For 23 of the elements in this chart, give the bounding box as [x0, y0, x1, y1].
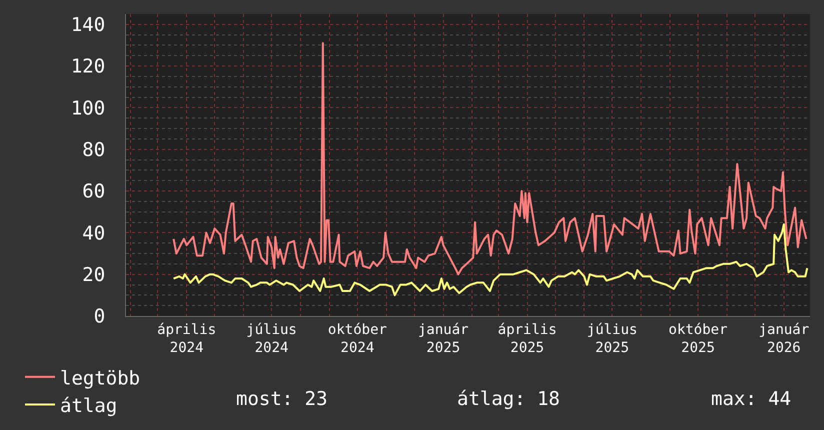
text: átlag: 18	[457, 388, 560, 410]
y-tick-label: 40	[82, 222, 106, 244]
text: max: 44	[711, 388, 792, 410]
line-series	[172, 223, 808, 296]
x-tick-label: január 2025	[418, 322, 469, 356]
y-tick-label: 140	[70, 14, 106, 36]
legend-label: legtöbb	[60, 367, 140, 390]
x-tick-label: április 2024	[157, 322, 216, 356]
y-tick-label: 60	[82, 180, 106, 203]
x-tick-label: október 2025	[668, 322, 728, 356]
y-tick-label: 100	[70, 97, 106, 120]
y-tick-label: 0	[94, 306, 106, 328]
y-tick-label: 20	[82, 264, 106, 286]
x-tick-label: július 2024	[246, 322, 297, 356]
text: most: 23	[236, 388, 328, 410]
legend-label: átlag	[60, 394, 118, 417]
x-tick-label: január 2026	[758, 322, 810, 356]
x-tick-label: április 2025	[498, 322, 557, 356]
x-tick-label: október 2024	[328, 322, 387, 356]
line-series	[172, 42, 808, 276]
x-tick-label: július 2025	[586, 322, 638, 356]
y-tick-label: 80	[82, 139, 106, 162]
y-tick-label: 120	[70, 56, 106, 78]
